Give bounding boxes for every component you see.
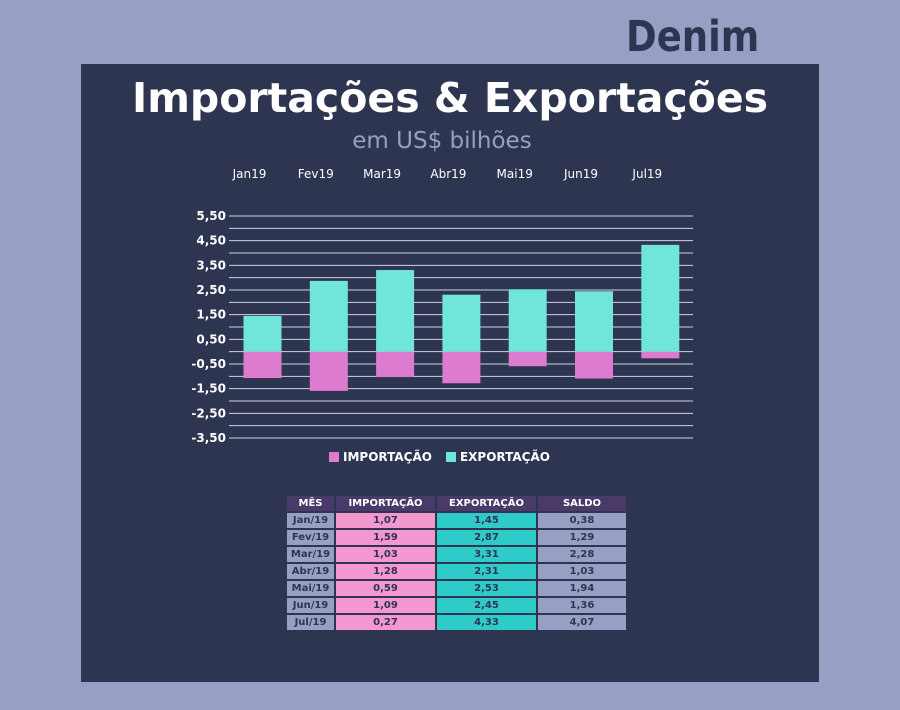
y-tick-label: 3,50 <box>196 258 226 272</box>
table-cell-mes: Fev/19 <box>287 530 334 545</box>
y-tick-label: -0,50 <box>191 357 226 371</box>
chart-title: Importações & Exportações <box>131 74 769 122</box>
table-row: Jun/19 1,09 2,45 1,36 <box>287 598 626 613</box>
bar-exportacao <box>243 315 282 352</box>
bar-importacao <box>641 351 680 359</box>
bar-importacao <box>309 351 348 391</box>
table-header-mes: MÊS <box>287 496 334 511</box>
y-tick-label: 5,50 <box>196 209 226 223</box>
bar-importacao <box>243 351 282 379</box>
table-cell-exportacao: 2,53 <box>437 581 536 596</box>
bar-importacao <box>575 351 613 379</box>
table-row: Jul/19 0,27 4,33 4,07 <box>287 615 626 630</box>
y-tick-label: -3,50 <box>191 431 226 445</box>
table-cell-exportacao: 2,87 <box>437 530 536 545</box>
legend-label-exportacao: EXPORTAÇÃO <box>459 450 550 464</box>
table-body: Jan/19 1,07 1,45 0,38 Fev/19 1,59 2,87 1,29 Mar/… <box>287 513 626 630</box>
y-tick-label: -2,50 <box>191 406 226 420</box>
chart-legend: IMPORTAÇÃO EXPORTAÇÃO <box>329 450 550 464</box>
table-cell-saldo: 0,38 <box>538 513 626 528</box>
table-cell-mes: Jul/19 <box>287 615 334 630</box>
x-category-label: Jan19 <box>232 167 267 181</box>
y-tick-label: 2,50 <box>196 283 226 297</box>
table-cell-importacao: 1,28 <box>336 564 435 579</box>
x-category-label: Jun19 <box>563 167 598 181</box>
x-category-label: Mai19 <box>497 167 533 181</box>
table-cell-importacao: 1,07 <box>336 513 435 528</box>
y-tick-label: 4,50 <box>196 234 226 248</box>
legend-item-importacao: IMPORTAÇÃO <box>329 450 432 464</box>
bar-exportacao <box>641 244 680 352</box>
table-header-exportacao: EXPORTAÇÃO <box>437 496 536 511</box>
y-tick-label: -1,50 <box>191 382 226 396</box>
table-header-importacao: IMPORTAÇÃO <box>336 496 435 511</box>
chart-subtitle: em US$ bilhões <box>352 128 532 154</box>
table-cell-mes: Jan/19 <box>287 513 334 528</box>
table-row: Fev/19 1,59 2,87 1,29 <box>287 530 626 545</box>
x-category-label: Mar19 <box>363 167 401 181</box>
bar-exportacao <box>309 280 348 352</box>
table-cell-importacao: 0,59 <box>336 581 435 596</box>
bar-exportacao <box>376 270 415 352</box>
table-cell-saldo: 1,03 <box>538 564 626 579</box>
table-cell-importacao: 1,59 <box>336 530 435 545</box>
table-cell-mes: Mai/19 <box>287 581 334 596</box>
bar-importacao <box>442 351 481 384</box>
bar-exportacao <box>442 294 481 352</box>
x-category-label: Abr19 <box>430 167 466 181</box>
table-header-saldo: SALDO <box>538 496 626 511</box>
bar-exportacao <box>575 291 613 352</box>
legend-swatch-importacao <box>329 452 339 462</box>
table-cell-mes: Abr/19 <box>287 564 334 579</box>
table-header-row: MÊS IMPORTAÇÃO EXPORTAÇÃO SALDO <box>287 496 626 511</box>
table-cell-exportacao: 2,45 <box>437 598 536 613</box>
legend-item-exportacao: EXPORTAÇÃO <box>445 450 550 464</box>
x-category-label: Jul19 <box>631 167 662 181</box>
bar-exportacao <box>508 289 547 352</box>
table-cell-importacao: 1,09 <box>336 598 435 613</box>
table-row: Jan/19 1,07 1,45 0,38 <box>287 513 626 528</box>
y-tick-label: 1,50 <box>196 308 226 322</box>
table-row: Mar/19 1,03 3,31 2,28 <box>287 547 626 562</box>
y-tick-label: 0,50 <box>196 332 226 346</box>
table-cell-importacao: 1,03 <box>336 547 435 562</box>
table-cell-exportacao: 2,31 <box>437 564 536 579</box>
table-cell-exportacao: 3,31 <box>437 547 536 562</box>
table-row: Abr/19 1,28 2,31 1,03 <box>287 564 626 579</box>
table-cell-saldo: 1,36 <box>538 598 626 613</box>
table-cell-importacao: 0,27 <box>336 615 435 630</box>
table-cell-mes: Jun/19 <box>287 598 334 613</box>
table-cell-saldo: 1,94 <box>538 581 626 596</box>
table-cell-mes: Mar/19 <box>287 547 334 562</box>
table-cell-saldo: 2,28 <box>538 547 626 562</box>
table-cell-saldo: 1,29 <box>538 530 626 545</box>
brand-logo: Denim <box>626 12 760 62</box>
table-row: Mai/19 0,59 2,53 1,94 <box>287 581 626 596</box>
table-cell-exportacao: 4,33 <box>437 615 536 630</box>
legend-swatch-exportacao <box>445 452 456 462</box>
bar-importacao <box>508 351 547 367</box>
x-category-label: Fev19 <box>298 167 334 181</box>
data-table: MÊS IMPORTAÇÃO EXPORTAÇÃO SALDO Jan/19 1,… <box>285 494 628 632</box>
bar-importacao <box>376 351 415 378</box>
table-cell-exportacao: 1,45 <box>437 513 536 528</box>
legend-label-importacao: IMPORTAÇÃO <box>343 450 432 464</box>
table-cell-saldo: 4,07 <box>538 615 626 630</box>
